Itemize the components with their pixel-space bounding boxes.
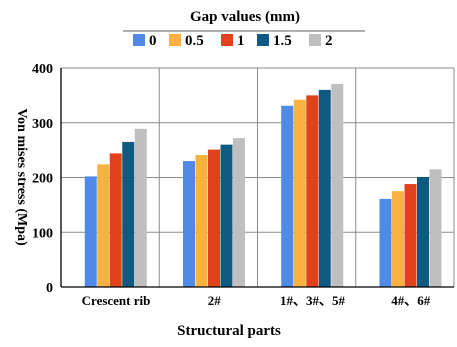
legend-title: Gap values (mm) (190, 9, 300, 25)
bar (220, 144, 233, 287)
legend: 0 0.5 1 1.5 2 (133, 33, 333, 49)
bar (97, 164, 110, 287)
legend-label: 1.5 (273, 33, 292, 49)
legend-label: 2 (325, 33, 333, 49)
y-tick-label: 200 (32, 172, 53, 187)
bar (84, 176, 97, 287)
legend-swatch (169, 34, 181, 46)
bars (84, 83, 442, 288)
y-tick-label: 400 (32, 62, 53, 77)
axes (60, 68, 454, 288)
bar (417, 176, 429, 287)
y-tick-label: 100 (32, 226, 53, 241)
legend-swatch (309, 34, 321, 46)
bar (281, 105, 294, 287)
legend-label: 0 (149, 33, 157, 49)
x-tick-label: 1#、3#、5# (280, 293, 346, 308)
bar (122, 141, 135, 287)
legend-label: 1 (237, 33, 245, 49)
legend-label: 0.5 (185, 33, 204, 49)
bar (183, 161, 195, 287)
bar (429, 169, 442, 287)
bar (109, 153, 122, 287)
legend-swatch (221, 34, 233, 46)
bar (306, 95, 319, 288)
y-tick-label: 0 (46, 281, 53, 296)
bar (318, 89, 331, 288)
legend-swatch (133, 34, 145, 46)
legend-swatch (257, 34, 269, 46)
bar (379, 198, 392, 287)
bar (134, 128, 147, 287)
y-tick-labels: 0 100 200 300 400 (32, 62, 53, 296)
x-tick-labels: Crescent rib 2# 1#、3#、5# 4#、6# (82, 293, 431, 308)
bar (404, 184, 417, 287)
bar (195, 155, 208, 287)
x-tick-label: 4#、6# (391, 293, 431, 308)
y-axis-label: Von mises stress (Mpa) (14, 108, 29, 246)
x-axis-label: Structural parts (177, 323, 281, 339)
bar (331, 83, 344, 287)
bar (293, 99, 306, 287)
bar (208, 149, 220, 287)
x-tick-label: 2# (208, 293, 222, 308)
x-tick-label: Crescent rib (82, 293, 151, 308)
y-tick-label: 300 (32, 117, 53, 132)
bar (233, 138, 245, 287)
bar (392, 191, 404, 287)
